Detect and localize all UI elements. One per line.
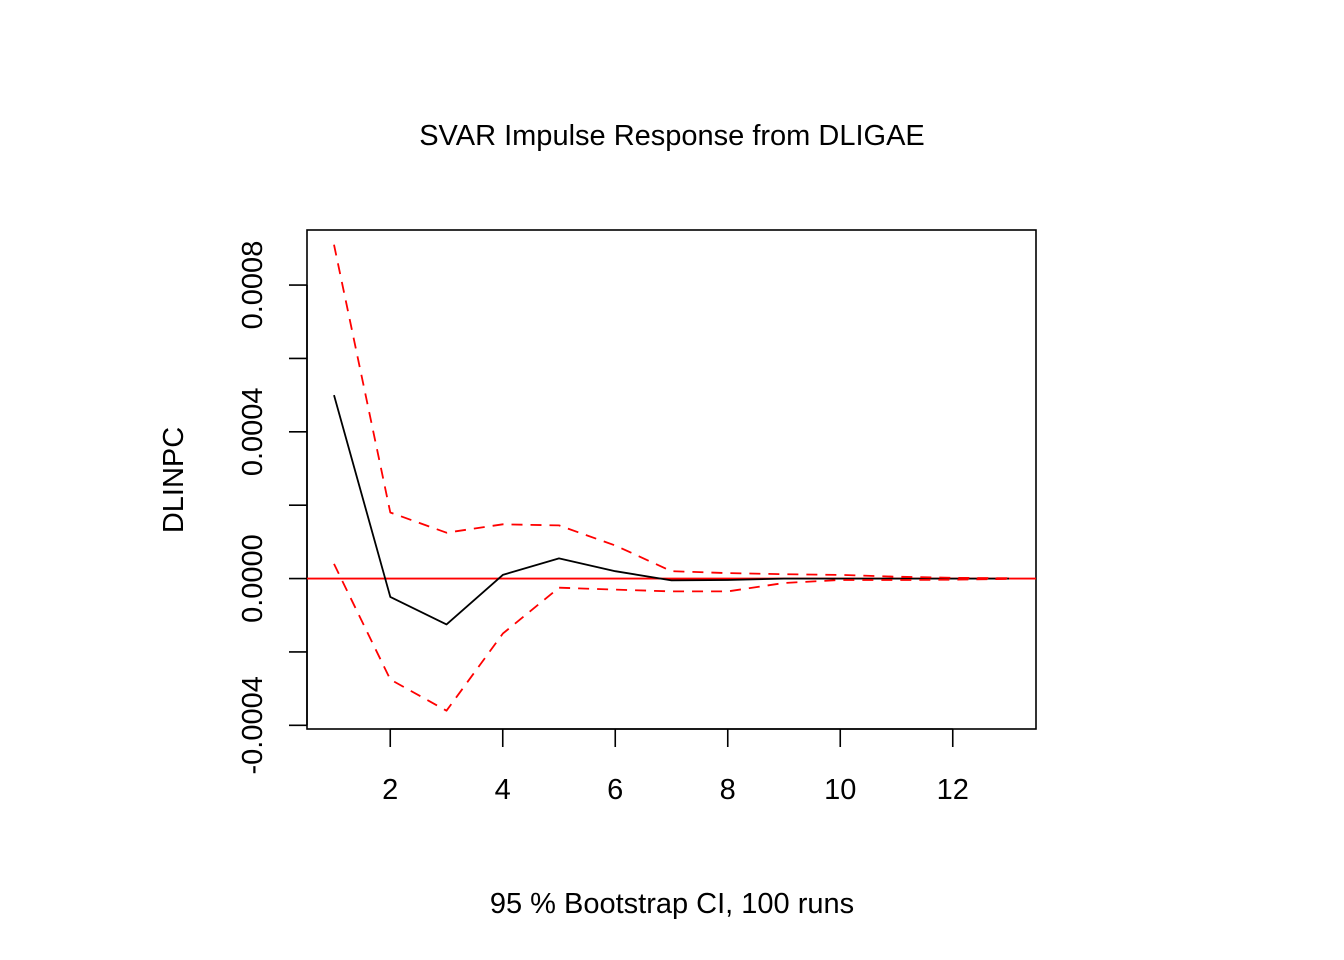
lower-ci-line (333, 563, 1010, 712)
y-tick-label: 0.0004 (237, 387, 269, 476)
y-axis-label: DLINPC (158, 427, 190, 533)
y-tick-label: 0.0008 (237, 241, 269, 330)
x-tick-label: 6 (607, 774, 623, 806)
x-tick-label: 4 (495, 774, 511, 806)
x-tick-label: 8 (720, 774, 736, 806)
y-tick-label: 0.0000 (237, 534, 269, 623)
x-axis: 2 4 6 8 10 12 (382, 728, 969, 806)
x-tick-label: 12 (937, 774, 969, 806)
x-axis-label: 95 % Bootstrap CI, 100 runs (490, 888, 854, 920)
plot-frame (306, 229, 1037, 730)
plot-lines (307, 244, 1036, 712)
y-tick-label: -0.0004 (237, 676, 269, 774)
x-tick-label: 10 (824, 774, 856, 806)
upper-ci-line (333, 244, 1010, 580)
chart-title: SVAR Impulse Response from DLIGAE (419, 120, 925, 152)
y-axis: -0.0004 0.0000 0.0004 0.0008 (237, 241, 308, 775)
impulse-response-line (333, 394, 1009, 626)
x-tick-label: 2 (382, 774, 398, 806)
